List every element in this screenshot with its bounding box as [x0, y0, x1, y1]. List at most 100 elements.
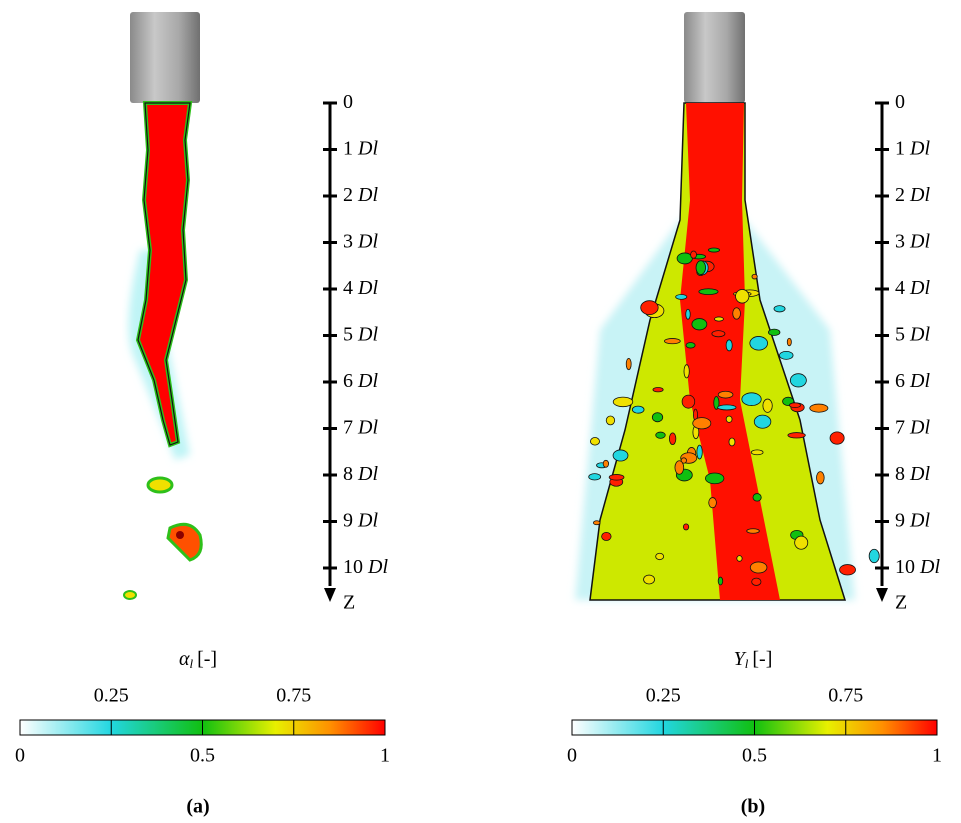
colorbar-symbol-sub: l [745, 656, 749, 671]
spot [612, 396, 634, 408]
spot [602, 459, 609, 468]
axis-end-label: Z [895, 592, 907, 614]
axis-number: 2 [343, 184, 353, 206]
spot [698, 288, 719, 296]
axis-label: 2 Dl [343, 184, 378, 206]
spot [651, 412, 664, 423]
colorbar-tick-label: 0.75 [276, 685, 311, 707]
axis-label: 7 Dl [343, 416, 378, 438]
axis-unit: D [357, 509, 373, 531]
spot [612, 449, 629, 462]
spot [773, 305, 786, 313]
axis-unit-sub: l [924, 463, 930, 485]
colorbar-tick-label: 0.25 [94, 685, 129, 707]
droplet [146, 476, 174, 494]
spot [749, 561, 768, 574]
axis-number: 5 [895, 323, 905, 345]
axis-label: 6 Dl [343, 370, 378, 392]
colorbar-tick-label: 0.5 [190, 745, 215, 767]
spots [588, 247, 880, 586]
axis-unit-sub: l [372, 137, 378, 159]
axis-unit-sub: l [372, 370, 378, 392]
axis-unit-sub: l [924, 184, 930, 206]
axis-label: 4 Dl [343, 277, 378, 299]
axis-unit: D [909, 277, 925, 299]
axis-label: 0 [895, 91, 905, 113]
spot [683, 364, 690, 379]
axis-label: 7 Dl [895, 416, 930, 438]
spot [690, 250, 697, 259]
spot [655, 552, 665, 561]
spot [736, 555, 743, 562]
spot [640, 300, 659, 316]
axis-unit-sub: l [924, 230, 930, 252]
colorbar-tick-label: 0 [567, 745, 577, 767]
spot [708, 497, 717, 509]
colorbar-symbol: Y [734, 648, 747, 670]
axis-number: 6 [343, 370, 353, 392]
axis-number: 4 [895, 277, 905, 299]
axis-number: 5 [343, 323, 353, 345]
axis-label: 8 Dl [895, 463, 930, 485]
spot [725, 415, 733, 423]
spot [762, 398, 773, 413]
spot [786, 337, 792, 347]
axis-label: 10 Dl [343, 556, 388, 578]
axis-unit: D [357, 230, 373, 252]
axis-number: 6 [895, 370, 905, 392]
axis-label: 0 [343, 91, 353, 113]
axis-label: 3 Dl [895, 230, 930, 252]
axis-unit: D [367, 556, 383, 578]
spot [685, 342, 696, 349]
colorbar-tick-label: 1 [932, 745, 942, 767]
colorbar-unit: [-] [197, 648, 217, 670]
spot [680, 457, 687, 464]
spot [588, 473, 602, 481]
spot [601, 531, 612, 541]
axis-unit: D [909, 463, 925, 485]
caption: (a) [186, 796, 209, 818]
spot [707, 247, 721, 253]
spot [605, 415, 616, 426]
colorbar-unit: [-] [752, 648, 772, 670]
axis-number: 9 [343, 509, 353, 531]
axis-unit-sub: l [372, 323, 378, 345]
axis-unit: D [357, 463, 373, 485]
spot [696, 444, 703, 460]
spot [668, 432, 677, 445]
axis-unit-sub: l [924, 509, 930, 531]
liquid-core [680, 103, 780, 600]
spot [809, 403, 829, 413]
axis-unit: D [357, 137, 373, 159]
axis-number: 3 [343, 230, 353, 252]
axis-unit-sub: l [924, 370, 930, 392]
spot [674, 460, 685, 475]
spot [746, 528, 760, 534]
axis-label: 8 Dl [343, 463, 378, 485]
spot [725, 339, 733, 352]
axis-unit-sub: l [372, 184, 378, 206]
spot [735, 289, 750, 304]
axis-label: 5 Dl [895, 323, 930, 345]
axis-end-label: Z [343, 592, 355, 614]
spot [728, 437, 736, 447]
axis-unit: D [357, 370, 373, 392]
spot [750, 449, 764, 456]
axis-label: 6 Dl [895, 370, 930, 392]
axis-unit: D [909, 509, 925, 531]
axis-unit: D [909, 416, 925, 438]
spot [787, 432, 806, 439]
axis-arrow [876, 588, 888, 602]
axis-arrow [324, 588, 336, 602]
droplet [123, 590, 137, 600]
axis-number: 4 [343, 277, 353, 299]
axis-unit: D [909, 230, 925, 252]
axis-label: 9 Dl [343, 509, 378, 531]
spot [732, 307, 741, 320]
axis-number: 7 [895, 416, 905, 438]
spot [685, 308, 691, 320]
axis-unit-sub: l [382, 556, 388, 578]
spot [713, 396, 720, 410]
droplet [166, 522, 203, 562]
